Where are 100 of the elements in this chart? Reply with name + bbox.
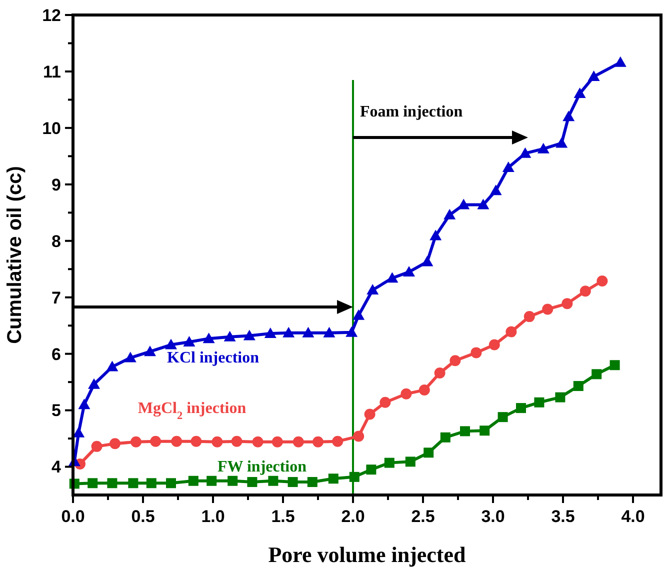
point: [537, 142, 550, 154]
point: [562, 110, 575, 122]
point: [302, 326, 314, 338]
point: [380, 396, 391, 408]
point: [247, 477, 258, 488]
point: [403, 266, 415, 276]
point: [440, 432, 450, 442]
series-label: FW injection: [217, 458, 307, 476]
y-tick-label: 6: [52, 344, 61, 364]
point: [506, 326, 517, 338]
point: [516, 403, 526, 414]
point: [243, 330, 256, 340]
point: [400, 388, 412, 400]
x-tick-label: 3.0: [481, 507, 505, 526]
point: [264, 327, 276, 338]
point: [352, 309, 365, 320]
point: [555, 392, 566, 402]
point: [328, 474, 338, 484]
x-tick-label: 2.0: [341, 507, 365, 526]
point: [384, 458, 394, 468]
y-tick-label: 4: [52, 458, 62, 477]
point: [405, 456, 416, 467]
point: [444, 208, 456, 220]
point: [106, 360, 118, 372]
point: [488, 339, 500, 350]
point: [562, 298, 573, 310]
point: [144, 346, 156, 356]
point: [107, 478, 118, 488]
x-tick-label: 3.5: [551, 507, 575, 526]
point: [580, 286, 591, 297]
point: [188, 476, 198, 486]
y-tick-label: 5: [52, 401, 61, 420]
y-tick-label: 12: [42, 6, 61, 25]
point: [490, 184, 502, 196]
point: [498, 412, 508, 422]
x-axis-title: Pore volume injected: [268, 542, 466, 567]
point: [128, 478, 138, 488]
y-tick-label: 10: [42, 118, 61, 138]
annotation: Foam injection: [360, 104, 463, 121]
point: [524, 311, 535, 322]
point: [349, 472, 360, 482]
point: [610, 360, 620, 370]
series-label: KCl injection: [167, 349, 260, 366]
point: [288, 477, 298, 488]
point: [460, 426, 470, 436]
point: [130, 436, 142, 448]
point: [424, 448, 434, 458]
point: [364, 408, 376, 420]
point: [574, 87, 586, 98]
point: [418, 384, 430, 396]
y-axis-title: Cumulative oil (cc): [4, 166, 26, 344]
point: [353, 430, 364, 442]
point: [430, 230, 442, 240]
point: [224, 330, 236, 342]
point: [519, 147, 532, 158]
y-tick-label: 8: [52, 232, 61, 251]
point: [534, 397, 544, 408]
point: [124, 352, 136, 362]
point: [346, 326, 358, 337]
point: [542, 304, 554, 315]
point: [588, 70, 600, 82]
y-tick-label: 11: [43, 62, 61, 82]
x-tick-label: 1.0: [201, 507, 225, 526]
point: [366, 284, 379, 295]
point: [470, 347, 482, 358]
point: [165, 338, 177, 350]
point: [252, 436, 264, 448]
point: [307, 477, 318, 488]
x-tick-label: 4.0: [621, 507, 645, 526]
point: [592, 369, 602, 380]
point: [366, 464, 376, 475]
point: [212, 436, 223, 448]
point: [292, 436, 304, 448]
x-tick-label: 0.0: [61, 507, 85, 526]
point: [480, 426, 490, 436]
point: [573, 381, 584, 392]
point: [421, 256, 434, 266]
point: [228, 476, 238, 486]
point: [434, 368, 446, 379]
y-tick-label: 9: [52, 175, 61, 194]
point: [458, 198, 470, 210]
x-tick-label: 2.5: [411, 507, 435, 526]
point: [282, 326, 295, 338]
y-tick-label: 7: [52, 288, 61, 308]
series-label: MgCl$_{2}$ injection: [138, 400, 246, 422]
point: [202, 332, 215, 344]
point: [556, 137, 568, 148]
point: [110, 438, 120, 450]
point: [88, 478, 98, 488]
point: [502, 161, 514, 172]
point: [231, 436, 242, 447]
point: [146, 478, 156, 488]
point: [78, 398, 90, 410]
point: [91, 440, 102, 452]
point: [268, 476, 278, 486]
point: [166, 478, 176, 488]
point: [614, 56, 626, 67]
point: [150, 436, 162, 447]
point: [596, 275, 608, 286]
point: [386, 272, 398, 283]
